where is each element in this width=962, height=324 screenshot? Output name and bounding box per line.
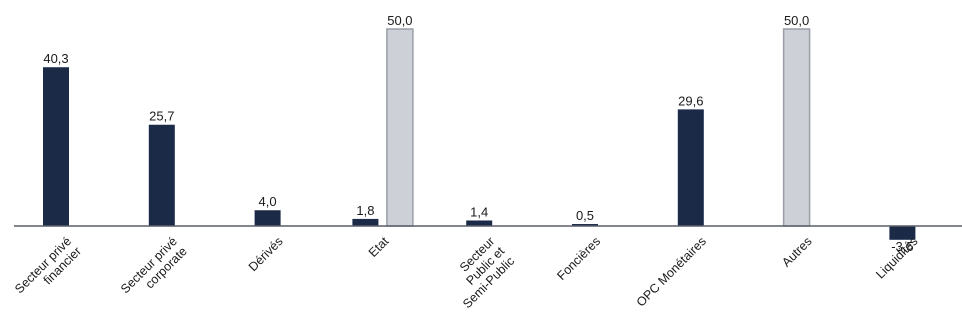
category-label-3: Etat xyxy=(366,234,392,260)
bar-6-series-0 xyxy=(677,109,704,226)
category-label-line: Autres xyxy=(779,234,814,269)
value-label-8-series-0: -3,5 xyxy=(891,239,913,254)
bar-7-series-1 xyxy=(782,28,811,227)
bars-layer xyxy=(43,28,916,240)
value-label-6-series-0: 29,6 xyxy=(678,93,703,108)
value-label-2-series-0: 4,0 xyxy=(259,194,277,209)
bar-3-series-0 xyxy=(352,218,379,226)
bar-3-series-1 xyxy=(386,28,414,227)
value-label-3-series-0: 1,8 xyxy=(356,203,374,218)
category-label-5: Foncières xyxy=(554,234,603,283)
value-label-0-series-0: 40,3 xyxy=(43,51,68,66)
value-label-7-series-1: 50,0 xyxy=(784,13,809,28)
bar-1-series-0 xyxy=(148,124,175,226)
value-label-4-series-0: 1,4 xyxy=(470,204,488,219)
category-label-6: OPC Monétaires xyxy=(634,234,709,309)
category-label-1: Secteur privécorporate xyxy=(118,234,190,306)
category-label-line: Foncières xyxy=(554,234,603,283)
category-label-line: Dérivés xyxy=(246,234,286,274)
value-label-1-series-0: 25,7 xyxy=(149,109,174,124)
category-label-4: SecteurPublic etSemi-Public xyxy=(440,234,517,311)
category-label-line: OPC Monétaires xyxy=(634,234,709,309)
category-label-0: Secteur privéfinancier xyxy=(12,234,84,306)
category-label-2: Dérivés xyxy=(246,234,286,274)
bar-8-series-0 xyxy=(889,226,916,240)
value-labels-layer: 40,3 25,7 4,0 1,8 50,0 1,4 0,5 29,6 50,0 -3,5 xyxy=(43,13,913,254)
bar-5-series-0 xyxy=(572,224,598,226)
value-label-5-series-0: 0,5 xyxy=(576,208,594,223)
bar-2-series-0 xyxy=(254,210,281,226)
category-labels-layer: Secteur privéfinancier Secteur privécorpo… xyxy=(12,234,920,311)
category-label-line: Etat xyxy=(366,234,392,260)
category-label-7: Autres xyxy=(779,234,814,269)
value-label-3-series-1: 50,0 xyxy=(387,13,412,28)
bar-0-series-0 xyxy=(43,67,69,226)
bar-4-series-0 xyxy=(466,220,493,226)
